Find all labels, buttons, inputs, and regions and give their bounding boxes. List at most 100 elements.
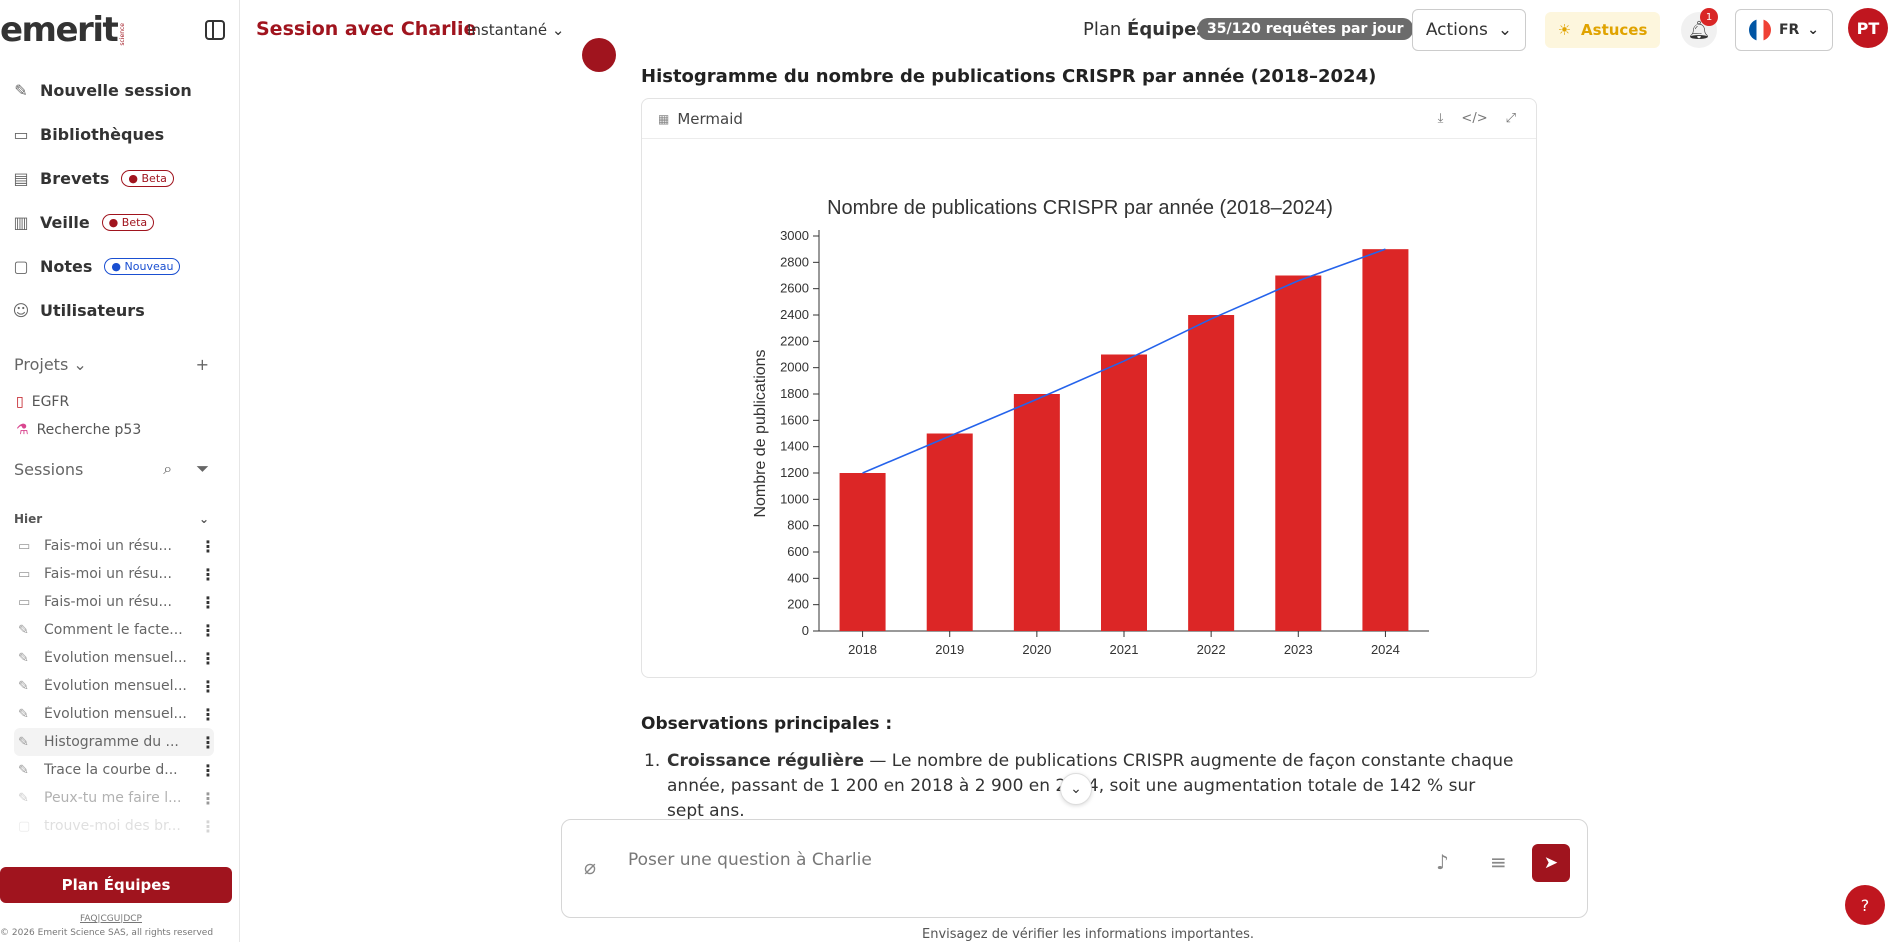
- session-item[interactable]: ✎ Peux-tu me faire l... ⋮: [18, 788, 216, 808]
- session-item[interactable]: ✎ Évolution mensuel... ⋮: [18, 676, 216, 696]
- y-tick-label: 200: [787, 597, 809, 612]
- nav-patents[interactable]: ▤ Brevets ● Beta: [10, 156, 230, 200]
- chevron-down-icon: ⌄: [198, 512, 209, 526]
- project-item[interactable]: ▯ EGFR: [16, 394, 70, 410]
- disclaimer: Envisagez de vérifier les informations i…: [922, 927, 1254, 942]
- sidebar: emerit science ✎ Nouvelle session ▭ Bibli…: [0, 0, 240, 942]
- book-icon: ▯: [16, 394, 24, 410]
- filter-icon[interactable]: ⏷: [196, 459, 209, 478]
- session-item[interactable]: ✎ Évolution mensuel... ⋮: [18, 704, 216, 724]
- nav-label: Bibliothèques: [40, 124, 165, 144]
- nav-label: Utilisateurs: [40, 300, 145, 320]
- question-input[interactable]: Poser une question à Charlie: [628, 850, 872, 870]
- code-icon[interactable]: </>: [1461, 111, 1488, 126]
- folder-icon: ▭: [18, 538, 31, 554]
- microphone-icon[interactable]: ♪: [1436, 850, 1449, 874]
- x-tick-label: 2021: [1110, 642, 1139, 657]
- project-item[interactable]: ⚗ Recherche p53: [16, 422, 142, 438]
- nav-users[interactable]: ☺ Utilisateurs: [10, 288, 230, 332]
- add-project-icon[interactable]: +: [195, 355, 209, 374]
- projects-header: Projets ⌄ +: [14, 355, 209, 374]
- actions-dropdown[interactable]: Actions ⌄: [1412, 9, 1526, 51]
- note-icon: ▢: [13, 256, 29, 276]
- mode-dropdown[interactable]: Instantané ⌄: [467, 21, 565, 39]
- bar: [1101, 354, 1147, 631]
- chevron-down-icon: ⌄: [1807, 22, 1820, 38]
- y-tick-label: 1800: [780, 386, 809, 401]
- y-tick-label: 3000: [780, 228, 809, 243]
- plan-label: Plan Équipes: [1083, 19, 1208, 40]
- observation-bold: Croissance régulière: [667, 751, 864, 771]
- scroll-down-button[interactable]: ⌄: [1060, 773, 1092, 805]
- more-icon[interactable]: ⋮: [200, 536, 216, 556]
- session-item[interactable]: ▭ Fais-moi un résu... ⋮: [18, 592, 216, 612]
- more-icon[interactable]: ⋮: [200, 816, 216, 836]
- nav-libraries[interactable]: ▭ Bibliothèques: [10, 112, 230, 156]
- lightbulb-icon: ☀: [1557, 21, 1572, 39]
- y-tick-label: 1600: [780, 412, 809, 427]
- session-item[interactable]: ✎ Comment le facte... ⋮: [18, 620, 216, 640]
- session-item[interactable]: ▭ Fais-moi un résu... ⋮: [18, 536, 216, 556]
- brand-logo[interactable]: emerit science: [0, 10, 126, 50]
- bar-chart: Nombre de publications CRISPR par année …: [752, 197, 1429, 657]
- folder-icon: ▭: [13, 124, 29, 144]
- notification-count: 1: [1700, 8, 1718, 26]
- settings-sliders-icon[interactable]: ≡: [1490, 850, 1507, 874]
- nav-label: Notes: [40, 256, 93, 276]
- session-item[interactable]: ▢ trouve-moi des br... ⋮: [18, 816, 216, 836]
- y-tick-label: 400: [787, 570, 809, 585]
- session-item[interactable]: ▭ Fais-moi un résu... ⋮: [18, 564, 216, 584]
- session-item[interactable]: ✎ Évolution mensuel... ⋮: [18, 648, 216, 668]
- paperclip-icon[interactable]: ⌀: [584, 855, 597, 879]
- more-icon[interactable]: ⋮: [200, 676, 216, 696]
- bar: [1013, 394, 1060, 631]
- language-selector[interactable]: FR ⌄: [1735, 9, 1833, 51]
- more-icon[interactable]: ⋮: [200, 648, 216, 668]
- download-icon[interactable]: ⤓: [1437, 111, 1444, 126]
- chevron-down-icon: ⌄: [73, 355, 87, 374]
- more-icon[interactable]: ⋮: [200, 620, 216, 640]
- flask-icon: ⚗: [16, 422, 29, 438]
- y-axis-label: Nombre de publications: [752, 349, 769, 517]
- plan-button[interactable]: Plan Équipes: [0, 867, 232, 903]
- bar: [839, 473, 886, 631]
- day-group-header[interactable]: Hier ⌄: [14, 512, 209, 526]
- certificate-icon: ▤: [13, 168, 29, 188]
- sidebar-toggle-icon[interactable]: [205, 20, 225, 40]
- brand-name: emerit: [0, 10, 119, 50]
- more-icon[interactable]: ⋮: [200, 788, 216, 808]
- nav-watch[interactable]: ▥ Veille ● Beta: [10, 200, 230, 244]
- avatar[interactable]: PT: [1848, 8, 1888, 48]
- help-chat-icon[interactable]: ?: [1845, 885, 1885, 925]
- users-icon: ☺: [12, 300, 30, 320]
- assistant-avatar: [582, 38, 616, 72]
- session-item-active[interactable]: ✎ Histogramme du ... ⋮: [14, 728, 216, 756]
- projects-toggle[interactable]: Projets ⌄: [14, 355, 87, 374]
- y-tick-label: 600: [787, 544, 809, 559]
- nav-notes[interactable]: ▢ Notes ● Nouveau: [10, 244, 230, 288]
- session-item[interactable]: ✎ Trace la courbe d... ⋮: [18, 760, 216, 780]
- more-icon[interactable]: ⋮: [200, 732, 216, 752]
- x-tick-label: 2018: [848, 642, 877, 657]
- nav-new-session[interactable]: ✎ Nouvelle session: [10, 68, 230, 112]
- nav-label: Nouvelle session: [40, 80, 192, 100]
- pin-icon: ✎: [18, 734, 29, 750]
- watch-doc-icon: ▥: [13, 212, 29, 232]
- tips-button[interactable]: ☀ Astuces: [1545, 12, 1660, 48]
- more-icon[interactable]: ⋮: [200, 760, 216, 780]
- x-tick-label: 2019: [935, 642, 964, 657]
- folder-icon: ▭: [18, 566, 31, 582]
- expand-icon[interactable]: ⤢: [1505, 111, 1516, 126]
- y-tick-label: 0: [802, 623, 809, 638]
- more-icon[interactable]: ⋮: [200, 592, 216, 612]
- folder-icon: ▭: [18, 594, 31, 610]
- chat-area: Histogramme du nombre de publications CR…: [240, 38, 1895, 942]
- more-icon[interactable]: ⋮: [200, 704, 216, 724]
- pin-icon: ✎: [18, 622, 29, 638]
- footer-links[interactable]: FAQ|CGU|DCP: [80, 914, 142, 924]
- new-badge: ● Nouveau: [104, 257, 181, 275]
- more-icon[interactable]: ⋮: [200, 564, 216, 584]
- chart-title: Nombre de publications CRISPR par année …: [827, 197, 1333, 219]
- search-icon[interactable]: ⌕: [163, 459, 173, 478]
- send-button[interactable]: ➤: [1532, 844, 1570, 882]
